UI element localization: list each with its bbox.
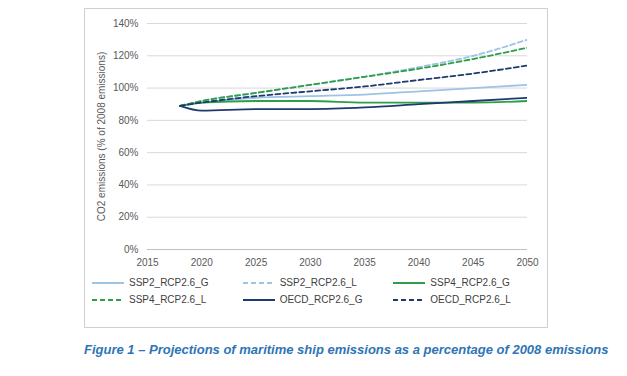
html-text:SSP2_RCP2.6_L: SSP2_RCP2.6_L: [279, 277, 357, 288]
svg-text:2045: 2045: [462, 257, 485, 268]
svg-text:120%: 120%: [113, 50, 139, 61]
html-text:SSP4_RCP2.6_L: SSP4_RCP2.6_L: [129, 294, 207, 305]
svg-text:2030: 2030: [299, 257, 322, 268]
svg-text:80%: 80%: [118, 115, 138, 126]
svg-text:0%: 0%: [124, 244, 139, 255]
svg-text:2020: 2020: [191, 257, 214, 268]
html-text:OECD_RCP2.6_L: OECD_RCP2.6_L: [430, 294, 511, 305]
svg-text:100%: 100%: [113, 82, 139, 93]
html-text:SSP2_RCP2.6_G: SSP2_RCP2.6_G: [129, 277, 209, 288]
svg-text:60%: 60%: [118, 147, 138, 158]
svg-text:2025: 2025: [245, 257, 268, 268]
svg-text:2050: 2050: [516, 257, 539, 268]
svg-text:2015: 2015: [136, 257, 159, 268]
html-text:Figure 1 – Projections of mari: Figure 1 – Projections of maritime ship …: [84, 342, 609, 357]
svg-text:20%: 20%: [118, 211, 138, 222]
svg-text:CO2 emissions (% of 2008 emiss: CO2 emissions (% of 2008 emissions): [96, 52, 107, 222]
html-text:OECD_RCP2.6_G: OECD_RCP2.6_G: [279, 294, 363, 305]
svg-text:2035: 2035: [354, 257, 377, 268]
html-text:SSP4_RCP2.6_G: SSP4_RCP2.6_G: [430, 277, 510, 288]
svg-text:40%: 40%: [118, 179, 138, 190]
svg-text:2040: 2040: [408, 257, 431, 268]
svg-text:140%: 140%: [113, 18, 139, 29]
